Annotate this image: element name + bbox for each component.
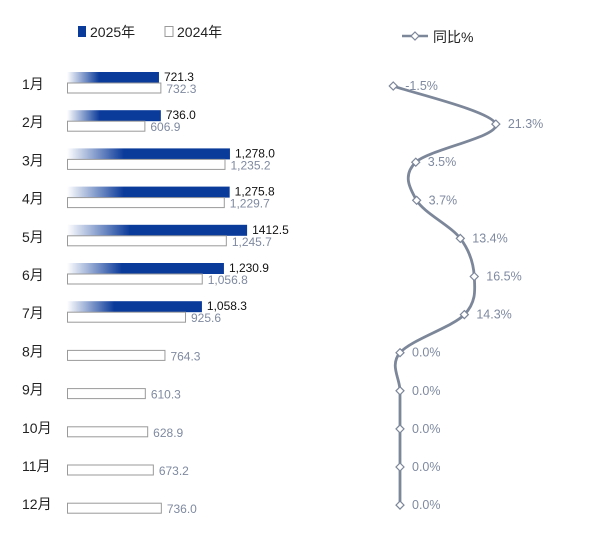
bar-2024-value-label: 764.3: [170, 349, 200, 363]
bar-2025-value-label: 1,275.8: [235, 185, 275, 199]
yoy-value-label: -1.5%: [405, 79, 438, 93]
month-label: 11月: [22, 458, 51, 474]
bar-2024-value-label: 673.2: [159, 464, 189, 478]
yoy-point: [469, 271, 480, 282]
month-label: 10月: [22, 420, 52, 436]
bar-2024-value-label: 736.0: [167, 502, 197, 516]
bar-2024-value-label: 1,056.8: [208, 273, 248, 287]
month-label: 5月: [22, 229, 44, 245]
bar-2024: [67, 311, 187, 323]
bar-2025: [67, 72, 159, 83]
bar-2024: [67, 82, 162, 94]
legend: 2025年 2024年 同比%: [78, 24, 473, 45]
bar-2024-value-label: 1,235.2: [230, 158, 270, 172]
legend-label-yoy: 同比%: [433, 29, 473, 45]
yoy-value-label: 0.0%: [412, 384, 441, 398]
yoy-line: [391, 84, 498, 507]
yoy-value-label: 21.3%: [508, 117, 543, 131]
month-label: 1月: [22, 76, 44, 92]
yoy-value-label: 3.5%: [428, 155, 457, 169]
yoy-point: [459, 309, 470, 320]
bar-2025-value-label: 1,230.9: [229, 261, 269, 275]
yoy-value-label: 14.3%: [476, 308, 511, 322]
yoy-value-label: 3.7%: [429, 193, 458, 207]
bar-2024: [67, 426, 149, 438]
bar-2024-value-label: 1,245.7: [232, 235, 272, 249]
bar-2024: [67, 502, 162, 514]
bar-2025-value-label: 1,278.0: [235, 146, 275, 160]
legend-label-2025: 2025年: [90, 24, 135, 40]
yoy-point: [395, 347, 405, 358]
yoy-point: [455, 233, 466, 244]
bar-2024: [67, 349, 166, 361]
yoy-point: [410, 157, 421, 168]
month-label: 3月: [22, 152, 44, 168]
bar-2025: [67, 263, 224, 274]
bar-2024: [67, 120, 146, 132]
yoy-value-label: 13.4%: [472, 231, 507, 245]
bar-2025: [67, 186, 230, 198]
yoy-point: [395, 462, 405, 472]
bar-2024: [67, 388, 146, 400]
yoy-value-label: 0.0%: [412, 498, 441, 512]
bar-2025-value-label: 1412.5: [252, 223, 289, 237]
yoy-value-label: 0.0%: [412, 460, 441, 474]
yoy-point: [491, 119, 501, 129]
legend-label-2024: 2024年: [177, 24, 222, 40]
month-label: 9月: [22, 382, 44, 398]
yoy-value-label: 0.0%: [412, 346, 441, 360]
bar-2024-value-label: 1,229.7: [230, 197, 270, 211]
legend-marker-yoy: [410, 31, 420, 41]
month-label: 2月: [22, 114, 44, 130]
yoy-point: [388, 81, 399, 91]
bar-2025-value-label: 736.0: [166, 108, 196, 122]
legend-swatch-2024: [164, 26, 174, 37]
month-label: 6月: [22, 267, 44, 283]
bar-2024-value-label: 732.3: [166, 82, 196, 96]
bar-2025: [67, 224, 248, 236]
month-label: 4月: [22, 191, 44, 207]
yoy-point: [411, 195, 422, 206]
yoy-point: [395, 385, 405, 396]
bar-2025: [67, 301, 202, 313]
bar-2024: [67, 158, 226, 170]
bar-2024-value-label: 610.3: [151, 388, 181, 402]
yoy-line-plot: -1.5% 21.3% 3.5% 3.7% 13.4% 16.5% 14.3% 0.0% 0.0…: [388, 79, 543, 512]
bar-2024: [67, 197, 225, 209]
bar-2024: [67, 235, 227, 247]
yoy-point: [395, 500, 405, 510]
yoy-value-label: 0.0%: [412, 422, 441, 436]
yoy-value-label: 16.5%: [486, 270, 521, 284]
legend-swatch-2025: [78, 26, 86, 37]
month-label: 12月: [22, 496, 52, 512]
bar-2024: [67, 273, 203, 285]
bar-2025-value-label: 1,058.3: [207, 299, 247, 313]
month-label: 7月: [22, 305, 44, 321]
bar-2024: [67, 464, 154, 476]
bar-2024-value-label: 925.6: [191, 311, 221, 325]
bar-2024-value-label: 628.9: [153, 426, 183, 440]
bar-2025-value-label: 721.3: [164, 70, 194, 84]
bar-2025: [67, 110, 161, 122]
month-label: 8月: [22, 343, 44, 359]
yoy-point: [395, 424, 405, 434]
bar-2024-value-label: 606.9: [150, 120, 180, 134]
bar-2025: [67, 148, 230, 160]
